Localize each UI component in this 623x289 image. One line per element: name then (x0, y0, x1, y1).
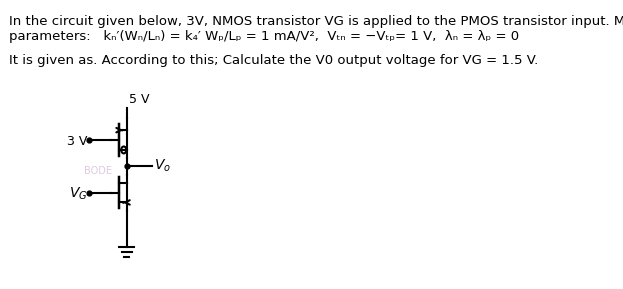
Text: 5 V: 5 V (130, 93, 150, 106)
Text: BODE: BODE (83, 166, 112, 176)
Text: $V_o$: $V_o$ (154, 158, 171, 175)
Text: parameters:   kₙ′(Wₙ/Lₙ) = k₄′ Wₚ/Lₚ = 1 mA/V²,  Vₜₙ = −Vₜₚ= 1 V,  λₙ = λₚ = 0: parameters: kₙ′(Wₙ/Lₙ) = k₄′ Wₚ/Lₚ = 1 m… (9, 30, 519, 43)
Text: $V_G$: $V_G$ (69, 185, 87, 202)
Text: It is given as. According to this; Calculate the V0 output voltage for VG = 1.5 : It is given as. According to this; Calcu… (9, 54, 538, 67)
Text: In the circuit given below, 3V, NMOS transistor VG is applied to the PMOS transi: In the circuit given below, 3V, NMOS tra… (9, 15, 623, 28)
Text: 3 V: 3 V (67, 135, 87, 147)
